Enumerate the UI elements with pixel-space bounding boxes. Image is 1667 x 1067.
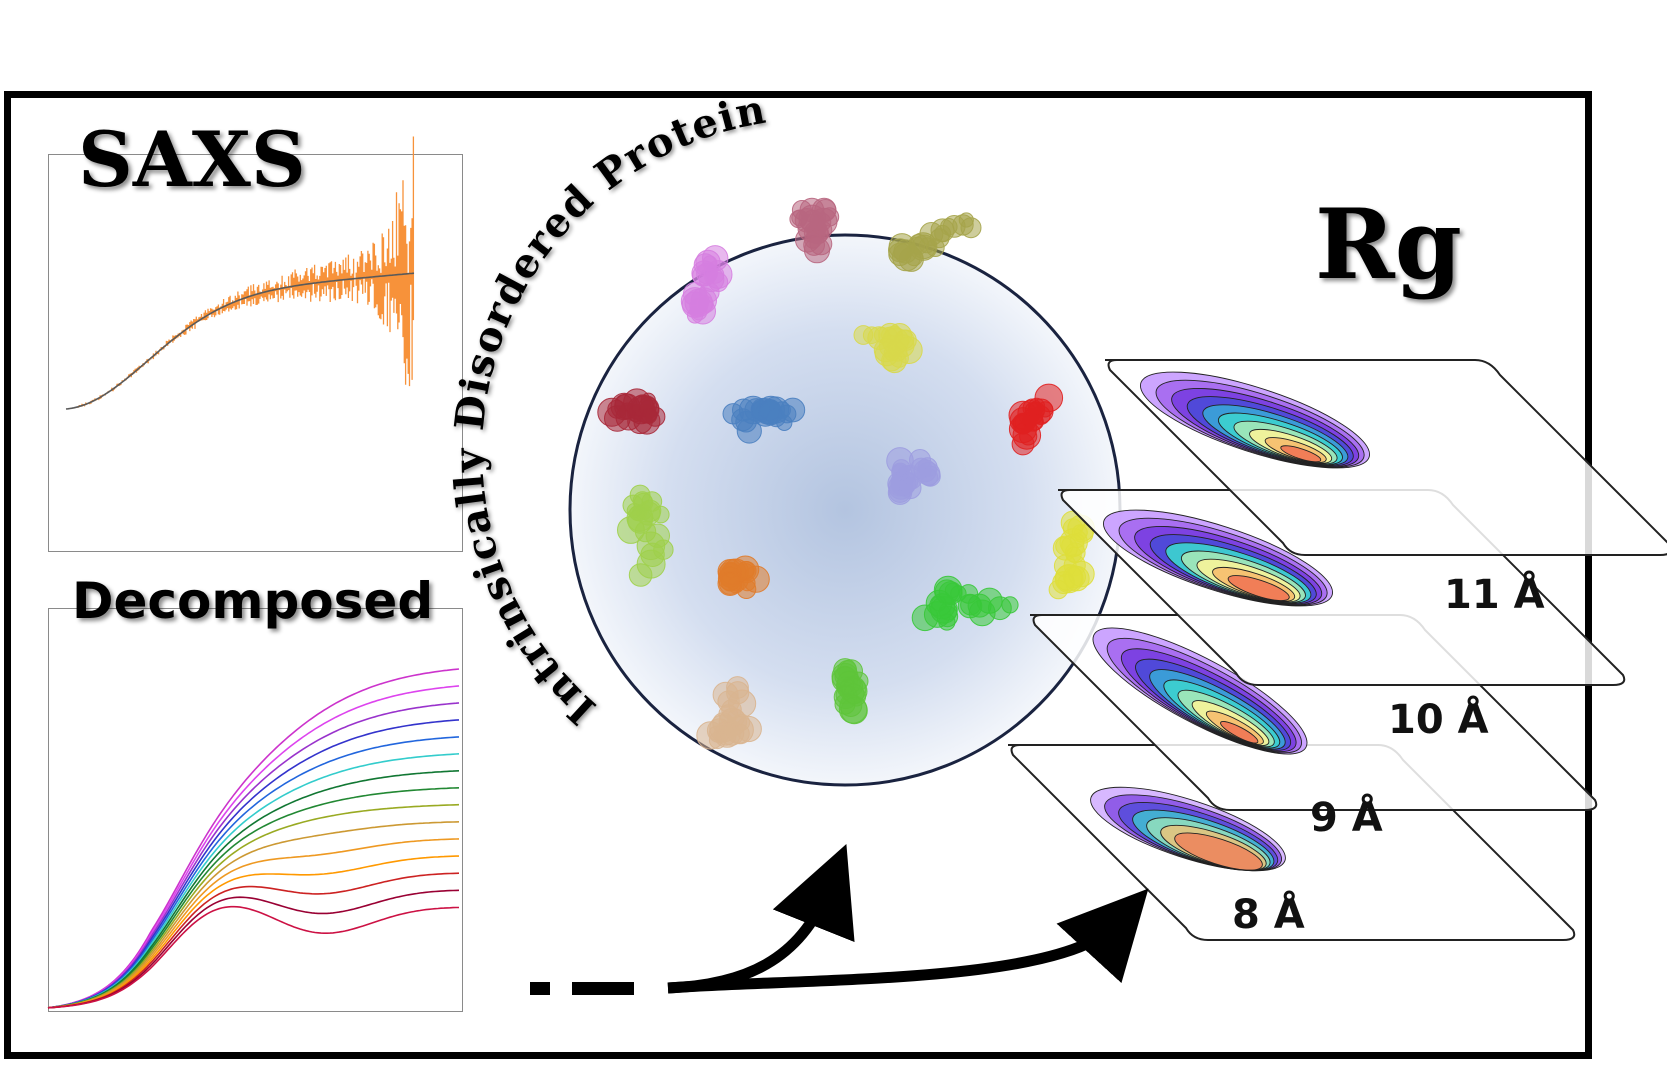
dash-long bbox=[572, 982, 634, 995]
molecule-lavender bbox=[886, 447, 941, 505]
molecule-green2 bbox=[831, 658, 869, 725]
molecule-green bbox=[911, 575, 1019, 632]
decomposed-curve bbox=[47, 889, 460, 1009]
rg-map-11 bbox=[1105, 359, 1667, 556]
rg-label-9: 9 Å bbox=[1310, 795, 1383, 841]
rg-label-11: 11 Å bbox=[1444, 572, 1545, 618]
molecule-orange bbox=[717, 555, 770, 599]
decomposed-plot-panel bbox=[48, 608, 463, 1012]
saxs-plot-panel bbox=[48, 154, 463, 552]
dash-dot bbox=[530, 982, 550, 995]
arrow-to-ensemble bbox=[667, 844, 855, 994]
saxs-fit-curve bbox=[65, 272, 415, 410]
molecule-blue bbox=[722, 395, 806, 444]
decomposed-curve bbox=[47, 668, 460, 1009]
molecule-mauve bbox=[789, 197, 840, 264]
molecule-tan bbox=[696, 676, 762, 750]
molecule-violet bbox=[680, 245, 733, 325]
rg-label-8: 8 Å bbox=[1232, 892, 1305, 938]
rg-title: Rg bbox=[1315, 188, 1462, 301]
arrow-to-maps bbox=[667, 888, 1149, 994]
decomposed-plot bbox=[47, 668, 460, 1009]
decomposed-curve bbox=[47, 821, 460, 1009]
decomposed-curve bbox=[47, 872, 460, 1009]
decomposed-curve bbox=[47, 787, 460, 1009]
rg-label-10: 10 Å bbox=[1388, 697, 1489, 743]
saxs-plot bbox=[65, 136, 415, 410]
molecule-olive bbox=[888, 212, 982, 272]
molecule-yellow2 bbox=[1048, 510, 1095, 600]
molecule-maroon bbox=[597, 388, 666, 435]
decomposed-curve bbox=[47, 803, 460, 1009]
molecule-lime bbox=[617, 484, 674, 587]
decomposed-curve bbox=[47, 905, 459, 1009]
decomposed-curve bbox=[47, 855, 459, 1009]
molecule-red bbox=[1008, 383, 1064, 456]
decomposed-title: Decomposed bbox=[72, 572, 434, 630]
saxs-title: SAXS bbox=[78, 115, 306, 204]
decomposed-curve bbox=[47, 753, 460, 1009]
molecule-yellow bbox=[853, 322, 923, 374]
decomposed-curve bbox=[47, 770, 460, 1009]
decomposed-curve bbox=[47, 838, 460, 1009]
decomposed-curve bbox=[47, 702, 460, 1009]
